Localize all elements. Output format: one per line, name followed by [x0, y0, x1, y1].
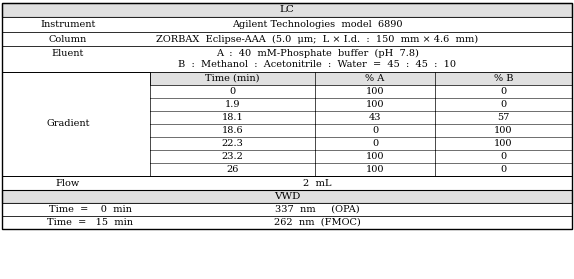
Text: 100: 100	[494, 139, 513, 148]
Text: 100: 100	[366, 100, 384, 109]
Text: Eluent: Eluent	[52, 49, 84, 58]
Text: ZORBAX  Eclipse-AAA  (5.0  μm;  L × I.d.  :  150  mm × 4.6  mm): ZORBAX Eclipse-AAA (5.0 μm; L × I.d. : 1…	[156, 34, 478, 44]
Text: 100: 100	[494, 126, 513, 135]
Text: 18.6: 18.6	[222, 126, 243, 135]
Bar	[2, 176, 572, 190]
Text: 0: 0	[501, 100, 507, 109]
Text: 0: 0	[501, 152, 507, 161]
Text: 337  nm     (OPA): 337 nm (OPA)	[275, 205, 359, 214]
Text: % A: % A	[366, 74, 385, 83]
Text: Agilent Technologies  model  6890: Agilent Technologies model 6890	[232, 20, 402, 29]
Text: B  :  Methanol  :  Acetonitrile  :  Water  =  45  :  45  :  10: B : Methanol : Acetonitrile : Water = 45…	[178, 61, 456, 69]
Text: 43: 43	[369, 113, 381, 122]
Text: 18.1: 18.1	[222, 113, 243, 122]
Text: Time  =   15  min: Time = 15 min	[47, 218, 133, 227]
Text: Time  =    0  min: Time = 0 min	[49, 205, 131, 214]
Text: A  :  40  mM-Phosphate  buffer  (pH  7.8): A : 40 mM-Phosphate buffer (pH 7.8)	[216, 49, 418, 57]
Text: VWD: VWD	[274, 192, 300, 201]
Bar	[2, 46, 572, 72]
Text: Column: Column	[49, 35, 87, 44]
Bar	[2, 3, 572, 17]
Text: Instrument: Instrument	[40, 20, 96, 29]
Bar	[150, 72, 572, 85]
Text: 0: 0	[372, 126, 378, 135]
Text: 23.2: 23.2	[222, 152, 243, 161]
Text: 100: 100	[366, 165, 384, 174]
Text: 1.9: 1.9	[225, 100, 241, 109]
Bar	[2, 203, 572, 216]
Text: % B: % B	[494, 74, 513, 83]
Text: 0: 0	[372, 139, 378, 148]
Text: 26: 26	[226, 165, 239, 174]
Text: 0: 0	[230, 87, 235, 96]
Bar	[2, 17, 572, 32]
Text: Time (min): Time (min)	[205, 74, 260, 83]
Text: 0: 0	[501, 165, 507, 174]
Text: 0: 0	[501, 87, 507, 96]
Bar	[2, 72, 572, 176]
Text: 100: 100	[366, 87, 384, 96]
Text: LC: LC	[280, 6, 294, 15]
Text: 100: 100	[366, 152, 384, 161]
Text: 2  mL: 2 mL	[302, 179, 331, 187]
Bar	[2, 32, 572, 46]
Bar	[2, 216, 572, 229]
Text: 262  nm  (FMOC): 262 nm (FMOC)	[274, 218, 360, 227]
Text: Gradient: Gradient	[46, 119, 90, 129]
Bar	[2, 190, 572, 203]
Text: Flow: Flow	[56, 179, 80, 187]
Text: 57: 57	[497, 113, 510, 122]
Text: 22.3: 22.3	[222, 139, 243, 148]
Bar	[2, 3, 572, 229]
